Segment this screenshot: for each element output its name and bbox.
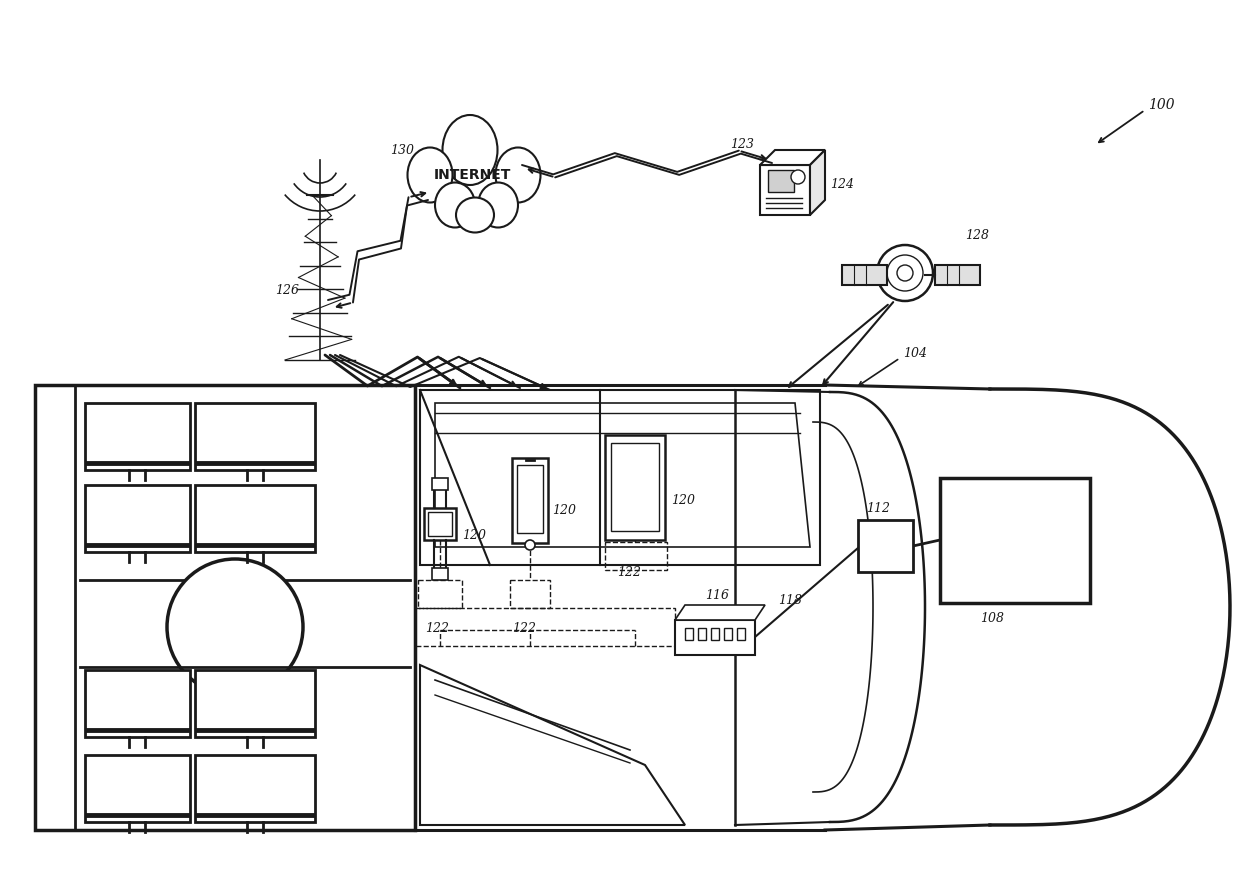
Text: 120: 120 (463, 528, 486, 542)
Bar (698, 628, 706, 640)
Text: 130: 130 (391, 144, 414, 156)
Ellipse shape (408, 147, 453, 202)
Text: 123: 123 (730, 139, 754, 152)
Text: 100: 100 (1148, 98, 1174, 112)
Bar (424, 508, 456, 540)
Polygon shape (435, 403, 810, 547)
Bar (195, 755, 315, 822)
Text: 118: 118 (777, 594, 802, 607)
Polygon shape (760, 150, 825, 165)
Bar (418, 580, 463, 608)
Bar (605, 435, 665, 540)
Bar (605, 542, 667, 570)
Ellipse shape (477, 182, 518, 228)
Polygon shape (810, 150, 825, 215)
Bar (86, 403, 190, 470)
Ellipse shape (456, 197, 494, 233)
Text: 124: 124 (830, 179, 854, 192)
Bar (517, 465, 543, 533)
Text: 122: 122 (425, 622, 449, 635)
Circle shape (791, 170, 805, 184)
Ellipse shape (443, 115, 497, 185)
Bar (512, 458, 548, 543)
Bar (432, 568, 448, 580)
Polygon shape (420, 665, 684, 825)
Text: 128: 128 (965, 228, 990, 242)
Bar (86, 755, 190, 822)
Circle shape (897, 265, 913, 281)
Circle shape (877, 245, 932, 301)
Text: 112: 112 (866, 501, 890, 514)
Bar (86, 670, 190, 737)
Bar (195, 485, 315, 552)
Text: 108: 108 (980, 611, 1004, 624)
Text: INTERNET: INTERNET (433, 168, 511, 182)
Bar (737, 628, 745, 640)
Text: 116: 116 (706, 589, 729, 602)
Ellipse shape (496, 147, 541, 202)
Bar (768, 170, 794, 192)
Bar (432, 478, 448, 490)
Polygon shape (675, 605, 765, 620)
Bar (195, 670, 315, 737)
Ellipse shape (435, 182, 475, 228)
Bar (86, 485, 190, 552)
Bar (724, 628, 732, 640)
Text: 122: 122 (512, 622, 536, 635)
Text: 126: 126 (275, 283, 299, 296)
Text: 104: 104 (903, 346, 928, 359)
Bar (35, 385, 415, 830)
Bar (940, 478, 1090, 603)
Bar (842, 265, 887, 285)
Text: 120: 120 (552, 503, 577, 516)
Bar (760, 165, 810, 215)
Bar (510, 580, 551, 608)
Polygon shape (420, 390, 820, 565)
Text: 122: 122 (618, 566, 641, 578)
Bar (858, 520, 913, 572)
Text: 120: 120 (671, 494, 694, 507)
Bar (675, 620, 755, 655)
Bar (428, 512, 453, 536)
Circle shape (525, 540, 534, 550)
Bar (415, 608, 675, 646)
Circle shape (887, 255, 923, 291)
Bar (684, 628, 693, 640)
Bar (711, 628, 719, 640)
Bar (935, 265, 980, 285)
Circle shape (167, 559, 303, 695)
Bar (611, 443, 658, 531)
Bar (195, 403, 315, 470)
